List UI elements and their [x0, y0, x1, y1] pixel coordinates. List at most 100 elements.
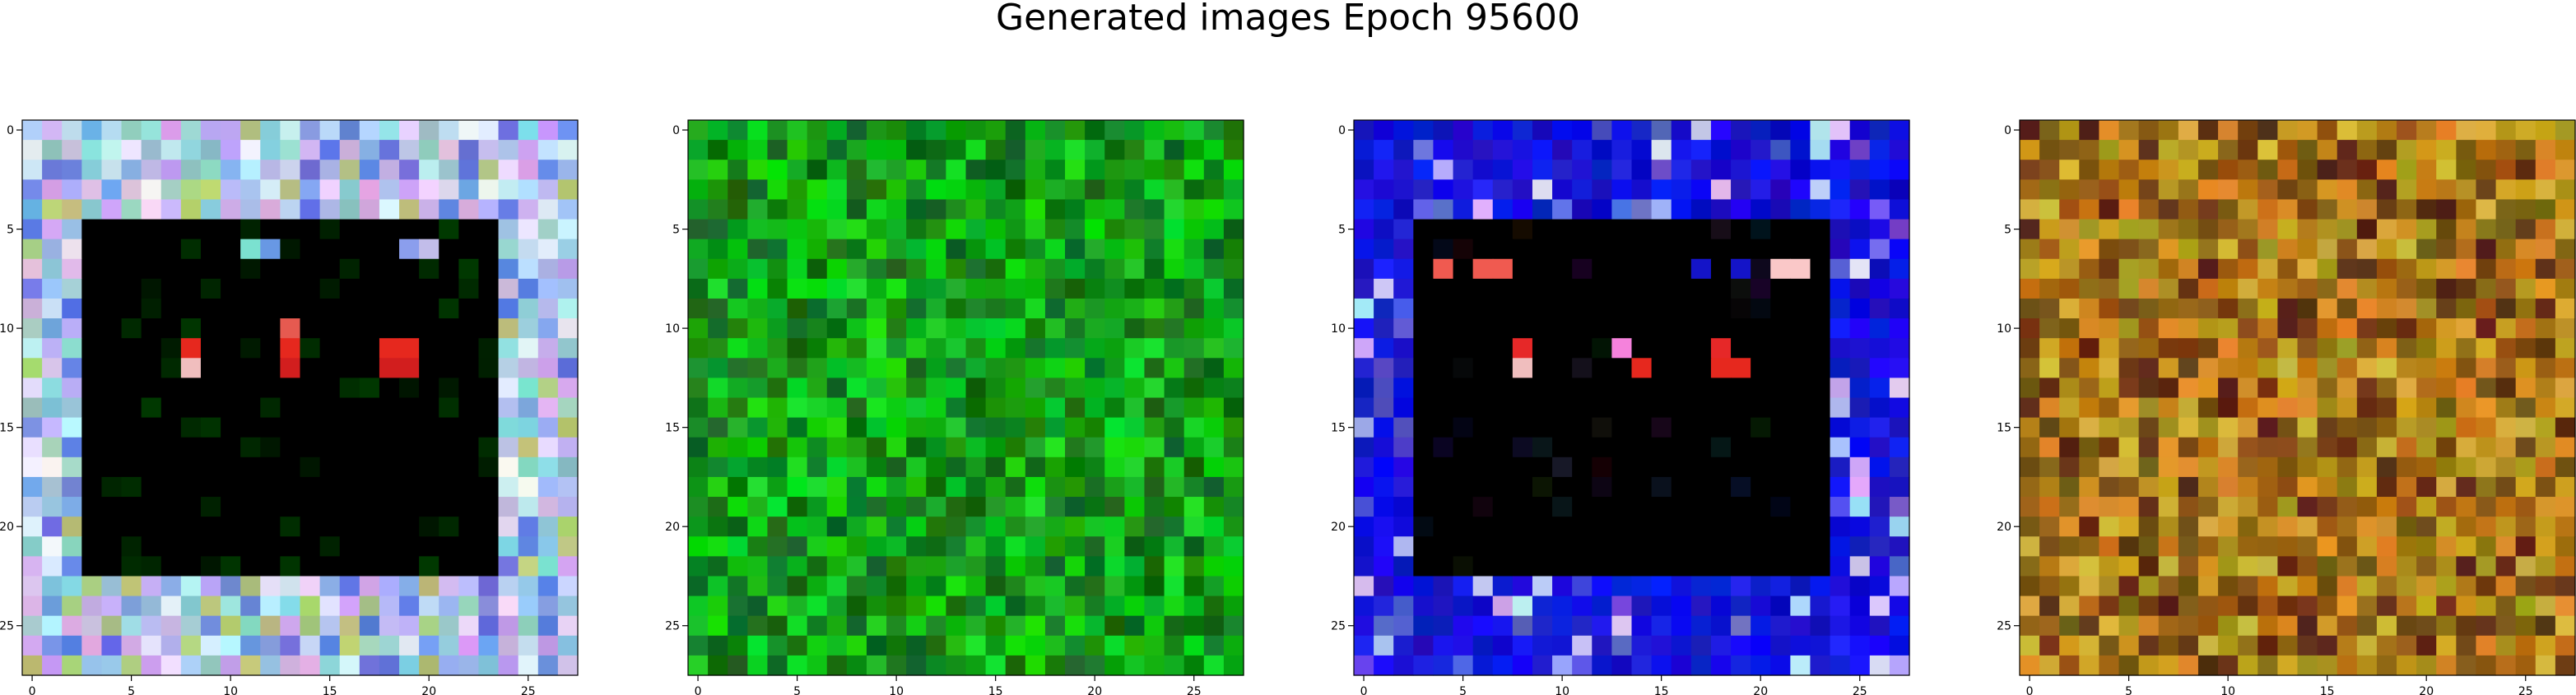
pixel-cell	[2416, 160, 2437, 180]
pixel-cell	[1751, 556, 1771, 577]
pixel-cell	[121, 517, 142, 537]
pixel-cell	[1810, 278, 1831, 299]
pixel-cell	[498, 655, 519, 676]
pixel-cell	[2397, 437, 2417, 458]
pixel-cell	[2178, 338, 2199, 359]
pixel-cell	[2197, 397, 2219, 419]
pixel-cell	[2356, 536, 2378, 557]
pixel-cell	[2456, 556, 2477, 577]
pixel-cell	[1453, 258, 1474, 280]
pixel-cell	[1065, 219, 1086, 240]
pixel-cell	[1085, 219, 1105, 240]
pixel-cell	[478, 556, 500, 577]
pixel-cell	[1104, 298, 1125, 319]
pixel-cell	[1830, 378, 1851, 399]
pixel-cell	[379, 239, 400, 260]
pixel-cell	[1005, 635, 1026, 656]
pixel-cell	[1144, 120, 1165, 141]
pixel-cell	[2099, 338, 2120, 359]
pixel-cell	[767, 655, 788, 676]
pixel-cell	[1223, 556, 1244, 577]
pixel-cell	[280, 595, 301, 617]
pixel-cell	[1710, 417, 1732, 438]
pixel-cell	[478, 437, 500, 458]
pixel-cell	[906, 298, 927, 319]
pixel-cell	[22, 239, 43, 260]
pixel-cell	[2456, 615, 2477, 637]
pixel-cell	[81, 179, 103, 201]
pixel-cell	[42, 497, 63, 517]
pixel-cell	[1413, 556, 1434, 577]
pixel-cell	[2297, 239, 2318, 260]
pixel-cell	[221, 397, 241, 419]
pixel-cell	[2218, 338, 2239, 359]
pixel-cell	[1651, 338, 1672, 359]
pixel-cell	[1203, 476, 1225, 498]
pixel-cell	[1651, 536, 1672, 557]
pixel-cell	[1810, 476, 1831, 498]
pixel-cell	[1751, 615, 1771, 637]
pixel-cell	[379, 437, 400, 458]
pixel-cell	[319, 536, 341, 557]
pixel-cell	[787, 437, 808, 458]
pixel-cell	[2535, 199, 2556, 220]
pixel-cell	[2555, 239, 2576, 260]
pixel-cell	[1671, 497, 1692, 517]
pixel-cell	[2118, 179, 2140, 201]
pixel-cell	[2476, 456, 2497, 478]
pixel-cell	[1731, 179, 1751, 201]
pixel-cell	[200, 615, 221, 637]
pixel-cell	[767, 437, 788, 458]
pixel-cell	[866, 378, 887, 399]
pixel-cell	[240, 655, 261, 676]
pixel-cell	[1223, 258, 1244, 280]
pixel-cell	[339, 655, 360, 676]
pixel-cell	[1044, 397, 1066, 419]
pixel-cell	[1203, 417, 1225, 438]
pixel-cell	[1144, 358, 1165, 378]
pixel-cell	[2356, 219, 2378, 240]
pixel-cell	[1572, 655, 1593, 676]
pixel-cell	[280, 397, 301, 419]
pixel-cell	[2356, 160, 2378, 180]
pixel-cell	[906, 655, 927, 676]
pixel-cell	[807, 278, 828, 299]
pixel-cell	[1611, 595, 1633, 617]
pixel-cell	[866, 219, 887, 240]
x-tick-label: 20	[421, 685, 436, 695]
pixel-cell	[1492, 556, 1514, 577]
pixel-cell	[1472, 417, 1494, 438]
pixel-cell	[1025, 615, 1046, 637]
pixel-cell	[2416, 437, 2437, 458]
pixel-cell	[221, 239, 241, 260]
pixel-cell	[1183, 595, 1205, 617]
pixel-cell	[22, 556, 43, 577]
pixel-cell	[1065, 199, 1086, 220]
pixel-cell	[2515, 635, 2536, 656]
pixel-cell	[2515, 278, 2536, 299]
pixel-cell	[965, 497, 987, 517]
pixel-cell	[767, 417, 788, 438]
pixel-cell	[2397, 160, 2417, 180]
pixel-cell	[2416, 179, 2437, 201]
pixel-cell	[2376, 358, 2397, 378]
pixel-cell	[946, 397, 967, 419]
pixel-cell	[767, 635, 788, 656]
pixel-cell	[439, 536, 459, 557]
pixel-cell	[1354, 120, 1374, 141]
pixel-cell	[419, 179, 439, 201]
pixel-cell	[180, 635, 202, 656]
pixel-cell	[787, 179, 808, 201]
pixel-cell	[478, 456, 500, 478]
y-tick-label: 0	[1338, 124, 1346, 137]
pixel-cell	[2197, 179, 2219, 201]
pixel-cell	[2118, 278, 2140, 299]
pixel-cell	[1354, 318, 1374, 339]
pixel-cell	[81, 576, 103, 597]
pixel-cell	[2555, 576, 2576, 597]
pixel-cell	[62, 397, 82, 419]
pixel-cell	[826, 298, 848, 319]
pixel-cell	[1492, 318, 1514, 339]
pixel-cell	[2197, 140, 2219, 160]
pixel-cell	[22, 536, 43, 557]
